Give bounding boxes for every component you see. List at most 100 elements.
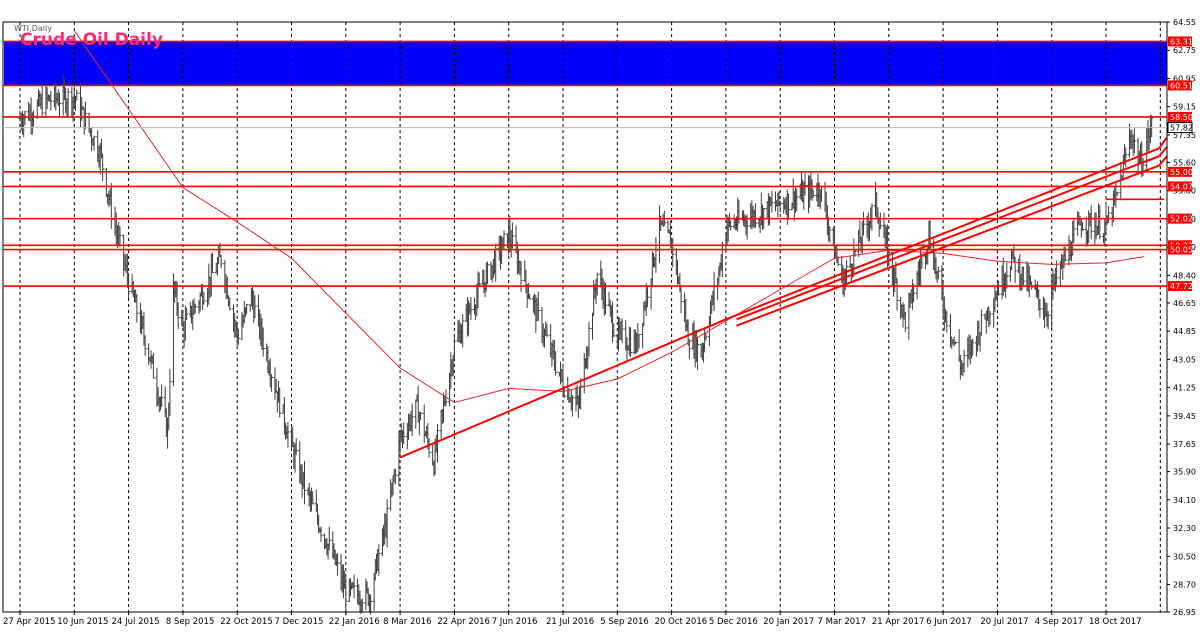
- price-bar: [469, 297, 473, 320]
- price-bar: [228, 297, 232, 311]
- price-bar: [202, 292, 206, 305]
- y-tick-label: 35.90: [1173, 468, 1196, 477]
- price-bar: [57, 92, 61, 117]
- x-tick-label: 7 Dec 2015: [275, 617, 324, 627]
- y-tick-label: 26.95: [1173, 608, 1196, 617]
- price-bar: [903, 311, 907, 333]
- x-tick-label: 4 Sep 2017: [1035, 617, 1083, 627]
- price-bar: [971, 338, 975, 356]
- x-tick-label: 27 Apr 2015: [3, 617, 56, 627]
- x-tick-label: 22 Apr 2016: [437, 617, 490, 627]
- price-bar: [1098, 205, 1102, 240]
- price-bar: [151, 352, 155, 379]
- price-bar: [936, 266, 940, 280]
- price-bar: [436, 423, 440, 463]
- y-tick-label: 60.95: [1173, 74, 1196, 83]
- price-bar: [211, 252, 215, 274]
- level-label: 47.72: [1170, 282, 1193, 291]
- price-bar: [696, 337, 700, 370]
- price-bar: [410, 403, 414, 436]
- price-bar: [1046, 311, 1050, 330]
- y-tick-label: 46.65: [1173, 299, 1196, 308]
- price-bar: [878, 212, 882, 230]
- trendline: [736, 164, 1160, 327]
- price-bar: [1081, 222, 1085, 231]
- y-tick-label: 43.05: [1173, 355, 1196, 364]
- price-bar: [962, 349, 966, 373]
- level-label-bg: [1168, 166, 1192, 177]
- current-price-bg: [1167, 122, 1193, 134]
- trendline: [725, 147, 1160, 321]
- chart-symbol: WTI,Daily: [14, 24, 52, 33]
- price-bar: [997, 280, 1001, 296]
- price-bar: [253, 295, 257, 318]
- level-label-bg: [1168, 111, 1192, 122]
- price-bar: [101, 153, 105, 182]
- price-bar: [352, 574, 356, 599]
- y-tick-label: 28.70: [1173, 581, 1196, 590]
- moving-average-line: [73, 30, 1145, 404]
- y-tick-label: 59.15: [1173, 103, 1196, 112]
- price-bar: [704, 332, 708, 341]
- price-bar: [311, 491, 315, 505]
- y-tick-label: 44.85: [1173, 327, 1196, 336]
- level-label: 58.50: [1170, 113, 1193, 122]
- x-tick-label: 6 Jun 2017: [926, 617, 972, 627]
- price-bar: [1005, 262, 1009, 289]
- price-bar: [1038, 299, 1042, 318]
- price-bar: [92, 135, 96, 151]
- price-bar: [261, 327, 265, 357]
- x-tick-label: 7 Mar 2017: [818, 617, 866, 627]
- price-bar: [245, 303, 249, 315]
- price-bar: [811, 189, 815, 198]
- level-label: 60.51: [1170, 81, 1193, 90]
- price-bar: [536, 291, 540, 322]
- price-bar: [545, 323, 549, 338]
- price-bar: [729, 220, 733, 231]
- level-label: 63.31: [1170, 37, 1193, 46]
- price-bar: [988, 310, 992, 326]
- level-label: 54.07: [1170, 182, 1193, 191]
- price-bar: [979, 309, 983, 336]
- price-bar: [377, 544, 381, 576]
- price-bar: [278, 387, 282, 418]
- price-bar: [485, 261, 489, 285]
- price-bar: [945, 311, 949, 333]
- level-label-bg: [1168, 281, 1192, 292]
- price-bar: [319, 526, 323, 542]
- price-bar: [519, 261, 523, 293]
- price-bar: [603, 282, 607, 315]
- price-bar: [385, 499, 389, 548]
- price-bar: [23, 110, 27, 126]
- price-bar: [1141, 158, 1145, 176]
- price-bar: [360, 598, 364, 612]
- price-bar: [803, 173, 807, 196]
- price-bar: [528, 293, 532, 300]
- y-tick-label: 37.65: [1173, 440, 1196, 449]
- y-tick-label: 30.50: [1173, 552, 1196, 561]
- price-bar: [753, 203, 757, 228]
- y-tick-label: 55.60: [1173, 158, 1196, 167]
- price-bar: [1021, 266, 1025, 286]
- x-tick-label: 22 Jan 2016: [329, 617, 380, 627]
- price-bar: [612, 323, 616, 338]
- price-bar: [620, 318, 624, 343]
- price-bar: [510, 222, 514, 249]
- price-bar: [393, 468, 397, 485]
- level-label-bg: [1168, 80, 1192, 91]
- price-bar: [40, 85, 44, 117]
- level-label-bg: [1168, 213, 1192, 224]
- trendline: [399, 318, 727, 459]
- price-bar: [554, 351, 558, 376]
- price-bar: [1124, 147, 1128, 168]
- price-bar: [671, 238, 675, 268]
- x-tick-label: 20 Jan 2017: [763, 617, 814, 627]
- price-bar: [870, 203, 874, 231]
- trendline-extension: [1158, 146, 1168, 157]
- price-bar: [193, 303, 197, 314]
- y-tick-label: 41.25: [1173, 384, 1196, 393]
- price-bar: [427, 438, 431, 458]
- price-bar: [109, 183, 113, 229]
